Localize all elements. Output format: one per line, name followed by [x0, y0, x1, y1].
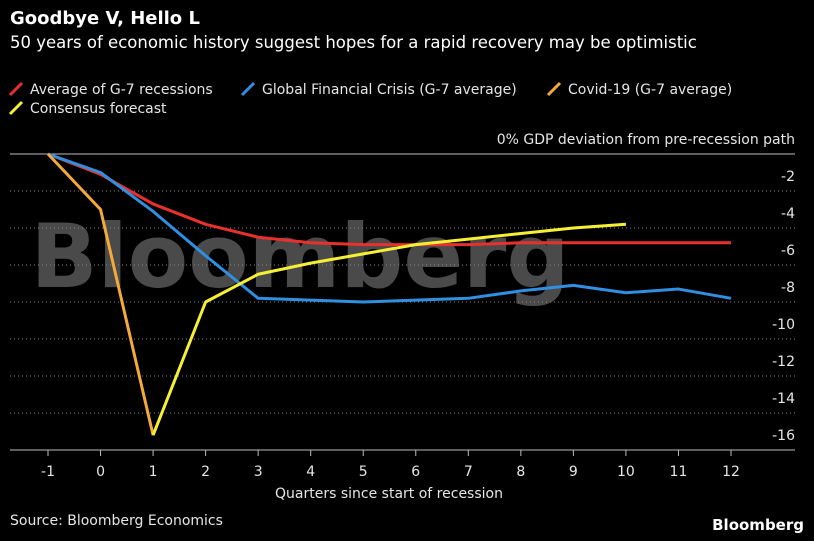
- chart-subtitle: 50 years of economic history suggest hop…: [10, 33, 697, 52]
- x-axis-label: Quarters since start of recession: [275, 486, 503, 502]
- x-tick-label: 2: [201, 464, 210, 480]
- x-tick-label: -1: [41, 464, 55, 480]
- x-tick-label: 4: [306, 464, 315, 480]
- legend-label: Global Financial Crisis (G-7 average): [262, 82, 517, 98]
- x-tick-label: 7: [464, 464, 473, 480]
- y-tick-label: -6: [781, 243, 795, 259]
- y-tick-label: -14: [772, 391, 795, 407]
- x-tick-label: 11: [670, 464, 688, 480]
- series-line: [47, 152, 731, 247]
- x-tick-label: 6: [411, 464, 420, 480]
- x-tick-label: 3: [254, 464, 263, 480]
- legend-marker: [8, 100, 24, 116]
- x-tick-label: 10: [617, 464, 635, 480]
- series-line: [46, 152, 155, 436]
- x-tick-label: 8: [516, 464, 525, 480]
- y-tick-label: -16: [772, 428, 795, 444]
- chart-title: Goodbye V, Hello L: [10, 8, 200, 29]
- series-line: [47, 152, 732, 304]
- x-tick-label: 9: [569, 464, 578, 480]
- y-tick-label: -10: [772, 317, 795, 333]
- y-tick-label: 0% GDP deviation from pre-recession path: [497, 132, 795, 148]
- legend-marker: [8, 81, 24, 97]
- legend-label: Consensus forecast: [30, 101, 167, 117]
- legend-label: Average of G-7 recessions: [30, 82, 213, 98]
- source: Source: Bloomberg Economics: [10, 513, 223, 529]
- x-tick-label: 1: [149, 464, 158, 480]
- x-tick-label: 12: [722, 464, 740, 480]
- y-tick-label: -8: [781, 280, 795, 296]
- y-tick-label: -12: [772, 354, 795, 370]
- legend-marker: [546, 81, 562, 97]
- y-tick-label: -4: [781, 206, 795, 222]
- y-tick-label: -2: [781, 169, 795, 185]
- legend-marker: [240, 81, 256, 97]
- series-line: [151, 222, 627, 436]
- legend-label: Covid-19 (G-7 average): [568, 82, 732, 98]
- x-tick-label: 0: [96, 464, 105, 480]
- x-tick-label: 5: [359, 464, 368, 480]
- logo: Bloomberg: [712, 516, 804, 534]
